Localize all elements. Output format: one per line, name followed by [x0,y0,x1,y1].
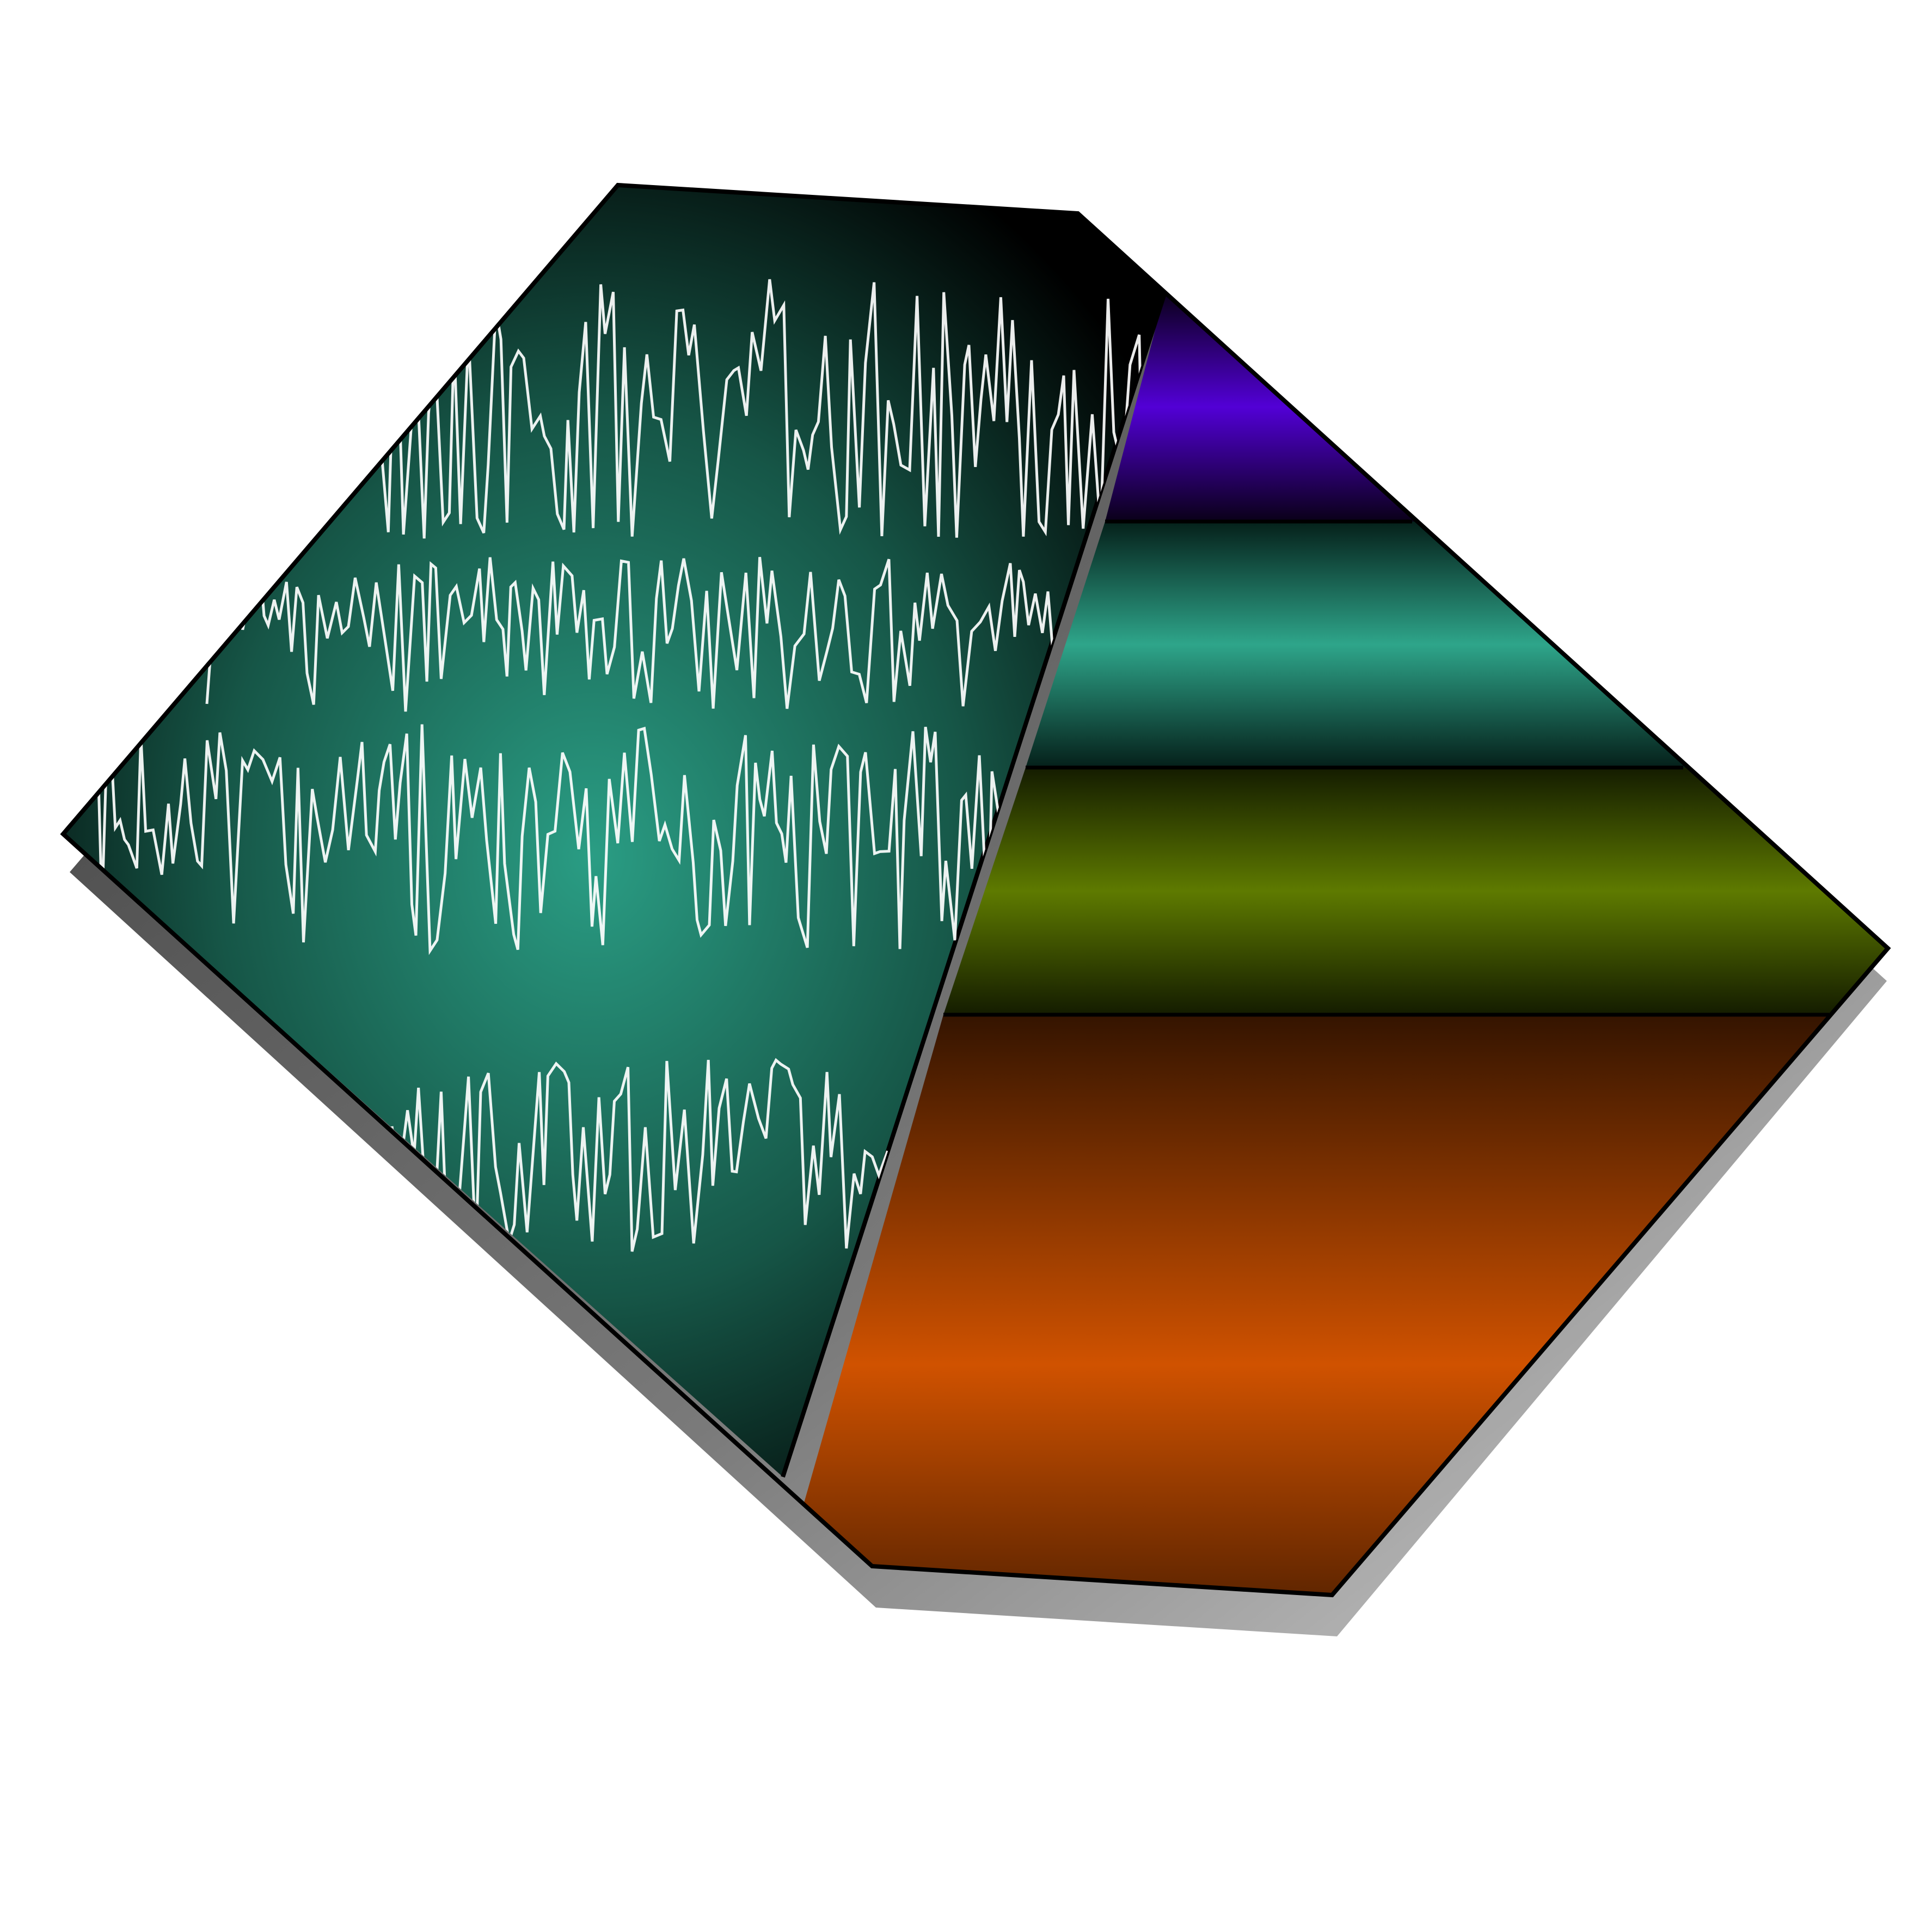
panel-divider [781,291,1167,1478]
waveform-panel [63,185,1165,1477]
band-separators [943,519,1829,1017]
eeg-trace-1 [379,279,1145,539]
eeg-trace-4 [390,1058,889,1252]
logo-outline [60,182,1891,1598]
eeg-trace-3 [96,724,1003,955]
purple-band [1105,292,1888,522]
eeg-trace-2 [205,557,1064,712]
teal-band [1026,522,1888,768]
olive-band [943,768,1888,1015]
eeg-waveforms [96,279,1145,1252]
